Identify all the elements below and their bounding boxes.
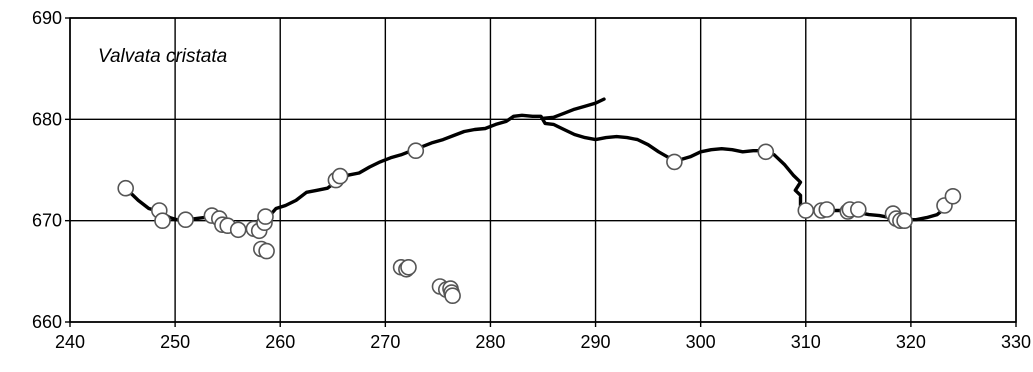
x-tick-label: 270: [370, 332, 400, 352]
plot-area-frame: [69, 17, 1017, 323]
species-annotation: Valvata cristata: [98, 46, 227, 67]
y-tick-label: 690: [32, 8, 62, 28]
data-point-marker: [154, 212, 171, 229]
x-tick-label: 240: [55, 332, 85, 352]
data-point-marker: [229, 221, 247, 239]
data-point-marker: [400, 258, 417, 276]
data-point-marker: [444, 287, 461, 305]
x-tick-label: 300: [686, 332, 716, 352]
x-tick-label: 290: [581, 332, 611, 352]
data-markers: [117, 142, 962, 305]
data-point-marker: [757, 143, 775, 161]
data-point-marker: [257, 208, 274, 225]
data-point-marker: [177, 211, 194, 228]
x-tick-label: 310: [791, 332, 821, 352]
data-point-marker: [849, 201, 867, 218]
data-point-marker: [818, 201, 836, 218]
data-point-marker: [666, 153, 683, 171]
y-tick-label: 680: [32, 109, 62, 129]
data-point-marker: [331, 167, 349, 185]
data-point-marker: [407, 142, 425, 159]
x-tick-label: 320: [896, 332, 926, 352]
series-line-1: [541, 97, 606, 120]
y-tick-label: 660: [32, 312, 62, 332]
x-tick-label: 250: [160, 332, 190, 352]
y-tick-label: 670: [32, 211, 62, 231]
data-point-marker: [797, 202, 815, 219]
x-tick-label: 330: [1001, 332, 1031, 352]
data-point-marker: [258, 242, 275, 260]
y-axis-ticks: 660 670 680 690: [32, 8, 62, 332]
x-tick-label: 280: [475, 332, 505, 352]
x-axis-ticks: 240 250 260 270 280 290 300 310 320 330: [55, 332, 1031, 352]
data-point-marker: [896, 212, 913, 229]
data-point-marker: [944, 188, 962, 205]
x-tick-label: 260: [265, 332, 295, 352]
data-point-marker: [117, 179, 134, 197]
